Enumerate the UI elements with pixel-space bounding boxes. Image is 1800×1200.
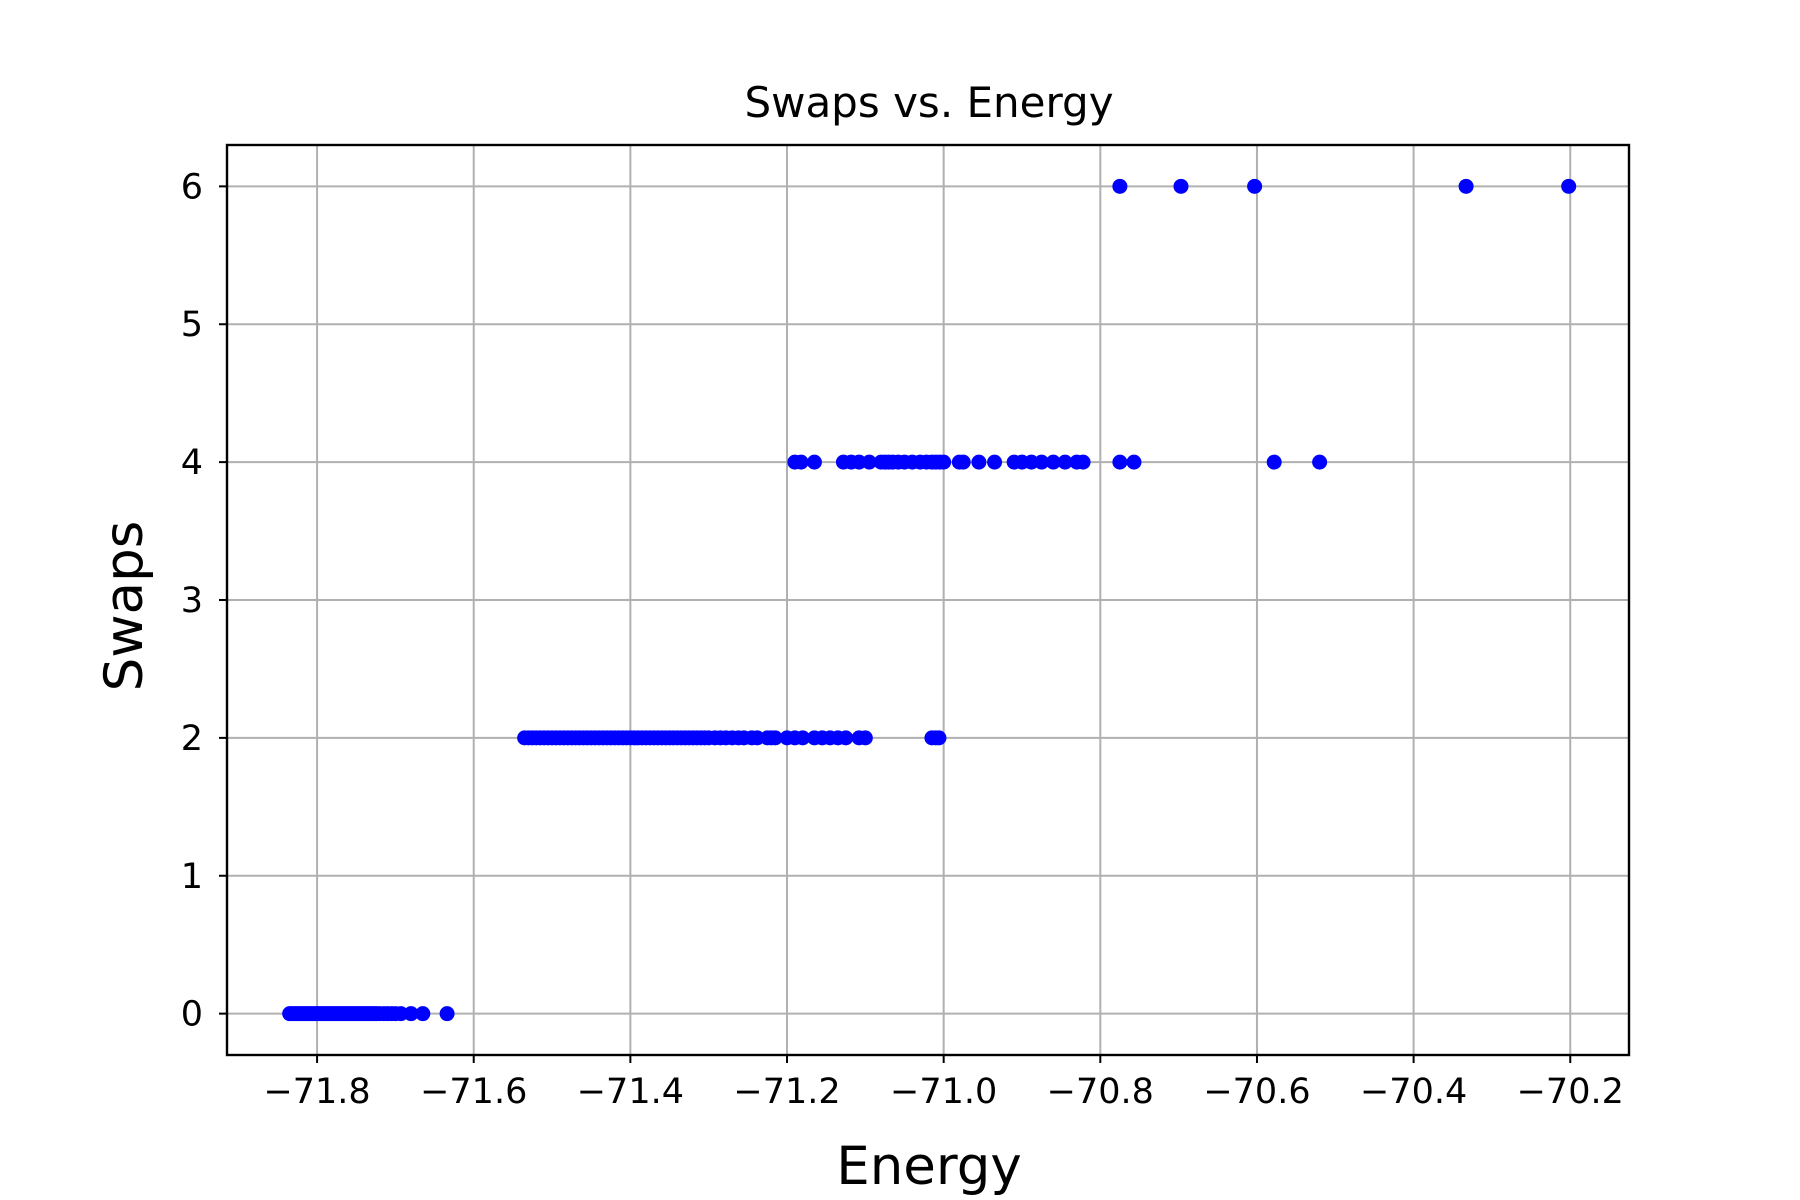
x-tick-label: −71.6 — [420, 1072, 527, 1112]
data-point — [1458, 178, 1474, 194]
data-point — [1057, 454, 1073, 470]
data-point — [767, 730, 783, 746]
x-tick-label: −71.0 — [890, 1072, 997, 1112]
data-point — [1034, 454, 1050, 470]
x-tick-label: −71.2 — [733, 1072, 840, 1112]
data-point — [795, 730, 811, 746]
y-tick-label: 6 — [181, 167, 203, 207]
data-point — [955, 454, 971, 470]
data-point — [1126, 454, 1142, 470]
y-tick-label: 2 — [181, 719, 203, 759]
y-tick-label: 5 — [181, 305, 203, 345]
data-point — [415, 1006, 431, 1022]
y-tick-label: 0 — [181, 995, 203, 1035]
y-tick-label: 3 — [181, 581, 203, 621]
x-tick-label: −71.4 — [577, 1072, 684, 1112]
data-point — [1045, 454, 1061, 470]
y-tick-label: 4 — [181, 443, 203, 483]
data-point — [931, 730, 947, 746]
data-point — [857, 730, 873, 746]
y-tick-label: 1 — [181, 857, 203, 897]
data-point — [1312, 454, 1328, 470]
data-point — [1247, 178, 1263, 194]
data-point — [936, 454, 952, 470]
data-point — [439, 1006, 455, 1022]
data-point — [793, 454, 809, 470]
data-point — [403, 1006, 419, 1022]
x-tick-label: −70.2 — [1517, 1072, 1624, 1112]
y-axis-title: Swaps — [94, 521, 155, 692]
data-point — [1173, 178, 1189, 194]
data-point — [1112, 178, 1128, 194]
data-point — [1266, 454, 1282, 470]
data-point — [861, 454, 877, 470]
axis-ticks: −71.8 −71.6 −71.4 −71.2 −71.0 −70.8 −70.6 −70.4… — [181, 167, 1624, 1112]
x-tick-label: −70.8 — [1047, 1072, 1154, 1112]
data-point — [971, 454, 987, 470]
data-point — [838, 730, 854, 746]
data-point — [1112, 454, 1128, 470]
x-tick-label: −70.4 — [1360, 1072, 1467, 1112]
data-point — [1075, 454, 1091, 470]
data-point — [806, 454, 822, 470]
x-tick-label: −70.6 — [1203, 1072, 1310, 1112]
data-point — [1561, 178, 1577, 194]
x-axis-title: Energy — [836, 1136, 1022, 1197]
data-points — [282, 178, 1577, 1022]
x-tick-label: −71.8 — [263, 1072, 370, 1112]
chart-title: Swaps vs. Energy — [744, 78, 1113, 127]
data-point — [987, 454, 1003, 470]
